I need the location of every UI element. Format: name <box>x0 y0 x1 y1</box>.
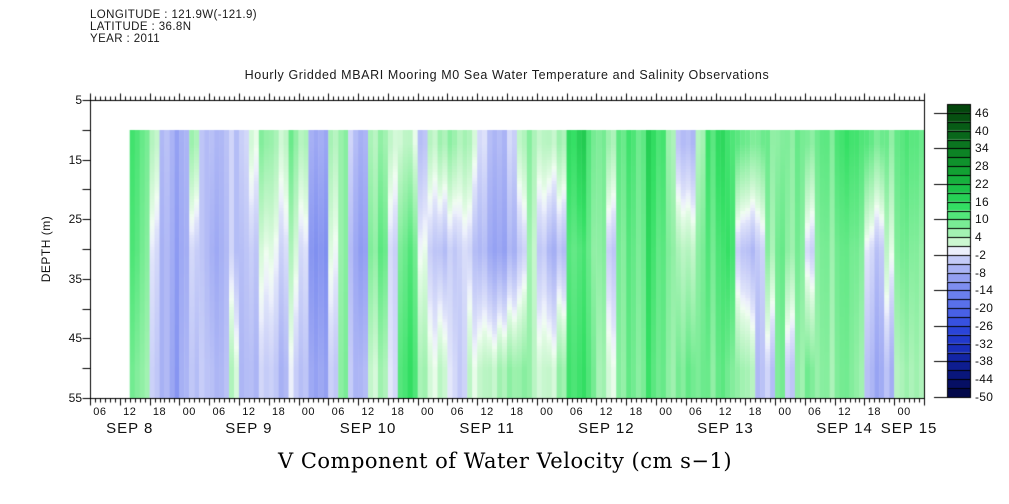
x-hour-tick-label: 00 <box>182 406 196 418</box>
colorbar-tick-label: -2 <box>975 247 987 262</box>
colorbar-tick-label: -20 <box>975 301 994 316</box>
x-hour-tick-label: 18 <box>867 406 881 418</box>
x-day-label: SEP 11 <box>459 420 515 437</box>
x-hour-tick-label: 18 <box>629 406 643 418</box>
x-day-label: SEP 10 <box>339 420 397 437</box>
x-hour-tick-label: 12 <box>837 406 852 418</box>
x-hour-tick-label: 18 <box>152 406 167 418</box>
x-hour-tick-label: 00 <box>301 406 316 418</box>
y-tick-label: 25 <box>68 212 82 227</box>
colorbar-tick-label: 22 <box>975 176 989 191</box>
y-tick-label: 45 <box>68 331 82 346</box>
colorbar-tick-label: -32 <box>975 336 994 351</box>
x-hour-tick-label: 06 <box>808 406 822 418</box>
x-day-label: SEP 9 <box>225 420 273 437</box>
latitude-label: LATITUDE : 36.8N <box>90 21 192 33</box>
x-hour-tick-label: 18 <box>748 406 762 418</box>
x-hour-tick-label: 12 <box>480 406 494 418</box>
x-hour-tick-label: 00 <box>897 406 911 418</box>
colorbar-tick-label: -14 <box>975 283 994 298</box>
x-hour-tick-label: 18 <box>391 406 405 418</box>
colorbar-tick-label: -8 <box>975 265 987 280</box>
x-hour-tick-label: 06 <box>93 406 107 418</box>
x-hour-tick-label: 18 <box>272 406 286 418</box>
x-hour-tick-label: 06 <box>569 406 584 418</box>
x-hour-tick-label: 06 <box>689 406 703 418</box>
colorbar-tick-label: 34 <box>975 141 989 156</box>
x-hour-tick-label: 12 <box>718 406 733 418</box>
plot-title: Hourly Gridded MBARI Mooring M0 Sea Wate… <box>244 68 770 82</box>
colorbar-tick-label: 40 <box>975 123 989 138</box>
colorbar-tick-label: 16 <box>975 194 989 209</box>
x-hour-tick-label: 00 <box>659 406 673 418</box>
x-hour-tick-label: 06 <box>331 406 345 418</box>
y-tick-label: 35 <box>68 271 82 286</box>
year-label: YEAR : 2011 <box>90 33 161 45</box>
y-axis-title: DEPTH (m) <box>39 215 53 283</box>
x-day-label: SEP 12 <box>577 420 635 437</box>
colorbar-tick-label: 10 <box>975 212 989 227</box>
x-hour-tick-label: 12 <box>123 406 137 418</box>
colorbar-tick-label: -44 <box>975 372 994 387</box>
colorbar-tick-label: 46 <box>975 105 989 120</box>
x-hour-tick-label: 00 <box>420 406 435 418</box>
y-tick-label: 5 <box>75 93 82 107</box>
x-hour-tick-label: 00 <box>778 406 792 418</box>
colorbar-tick-label: 4 <box>975 230 982 245</box>
x-day-label: SEP 14 <box>816 420 873 437</box>
x-hour-tick-label: 06 <box>212 406 226 418</box>
x-hour-tick-label: 06 <box>450 406 464 418</box>
colorbar-tick-label: -50 <box>975 390 994 404</box>
x-hour-tick-label: 00 <box>540 406 554 418</box>
x-hour-tick-label: 18 <box>510 406 524 418</box>
x-day-label: SEP 8 <box>106 420 154 437</box>
x-hour-tick-label: 12 <box>599 406 613 418</box>
x-day-label: SEP 13 <box>697 420 754 437</box>
y-tick-label: 15 <box>68 152 82 167</box>
x-day-label: SEP 15 <box>880 420 938 437</box>
colorbar-tick-label: -26 <box>975 318 994 333</box>
figure-caption: V Component of Water Velocity (cm s−1) <box>277 449 733 473</box>
colorbar-tick-label: -38 <box>975 354 994 369</box>
y-tick-label: 55 <box>68 391 82 405</box>
x-hour-tick-label: 12 <box>242 406 256 418</box>
x-hour-tick-label: 12 <box>361 406 375 418</box>
longitude-label: LONGITUDE : 121.9W(-121.9) <box>90 9 257 21</box>
colorbar-tick-label: 28 <box>975 159 989 174</box>
